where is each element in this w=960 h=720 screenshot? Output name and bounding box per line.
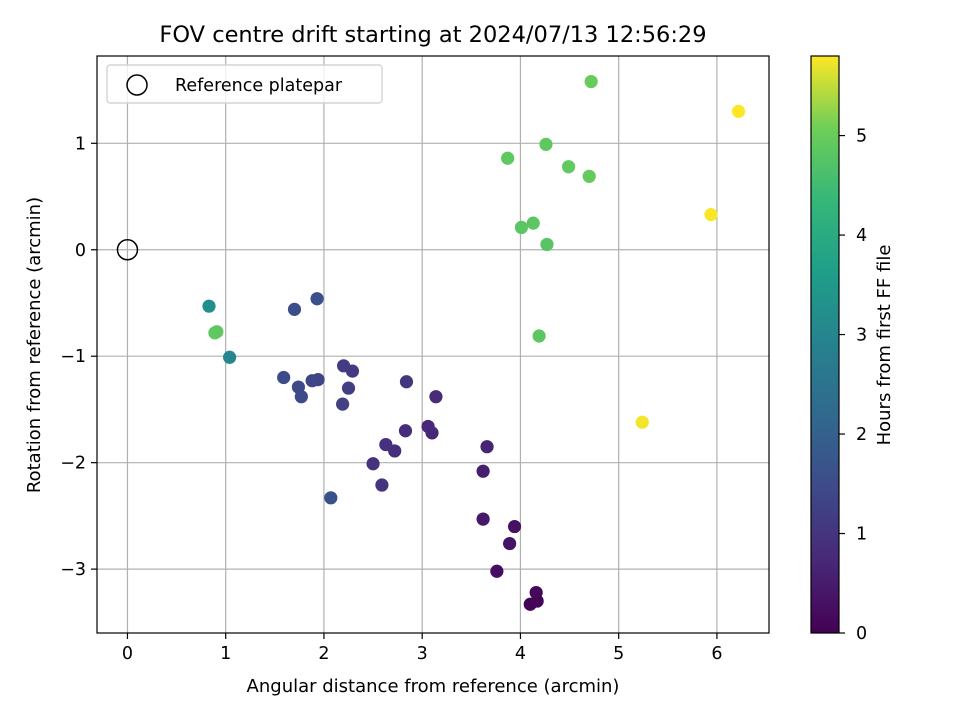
reference-platepar-marker <box>116 239 139 261</box>
y-tick-label: 1 <box>75 134 86 154</box>
data-point <box>336 359 351 373</box>
data-point <box>202 299 216 313</box>
colorbar-tick-label: 4 <box>856 226 867 246</box>
colorbar: 0 1 2 3 4 5 Hours from first FF file <box>810 55 895 644</box>
legend: Reference platepar <box>106 64 383 104</box>
data-point <box>399 375 414 389</box>
points <box>202 74 746 611</box>
data-point <box>208 326 222 340</box>
colorbar-tick-label: 0 <box>856 624 867 644</box>
data-point <box>584 74 598 89</box>
y-ticks: −3 −2 −1 0 1 <box>60 134 97 580</box>
colorbar-tick-label: 5 <box>856 127 867 147</box>
data-point <box>366 457 380 471</box>
data-point <box>336 397 350 411</box>
y-axis-label: Rotation from reference (arcmin) <box>24 197 45 493</box>
data-point <box>731 104 746 118</box>
x-axis-label: Angular distance from reference (arcmin) <box>247 676 620 697</box>
y-tick-label: 0 <box>75 241 86 261</box>
data-point <box>582 169 596 183</box>
colorbar-label: Hours from first FF file <box>874 245 895 446</box>
data-point <box>310 292 324 306</box>
data-point <box>501 151 515 165</box>
data-point <box>490 564 504 578</box>
data-point <box>635 415 649 429</box>
data-point <box>480 440 494 454</box>
grid <box>97 56 769 633</box>
data-point <box>539 137 553 151</box>
data-point <box>532 329 546 343</box>
data-point <box>305 374 319 388</box>
data-point <box>526 216 540 230</box>
legend-box <box>106 64 383 104</box>
data-point <box>287 302 302 316</box>
data-point <box>476 512 490 526</box>
data-point <box>375 478 389 492</box>
data-point <box>561 160 576 174</box>
y-tick-label: −2 <box>60 454 86 474</box>
data-point <box>379 437 393 452</box>
data-point <box>324 491 338 505</box>
data-point <box>398 424 413 438</box>
legend-label: Reference platepar <box>175 76 343 96</box>
x-ticks: 0 1 2 3 4 5 6 <box>122 633 723 664</box>
reference-marker-group <box>116 239 139 261</box>
data-point <box>294 390 308 404</box>
x-tick-label: 1 <box>220 644 231 664</box>
data-point <box>223 350 237 364</box>
colorbar-gradient <box>810 55 840 634</box>
colorbar-tick-label: 3 <box>856 326 867 346</box>
data-point <box>540 237 554 252</box>
data-point <box>277 370 291 385</box>
data-point <box>429 390 443 404</box>
y-tick-label: −1 <box>60 347 86 367</box>
data-point <box>476 464 490 478</box>
data-point <box>503 536 517 551</box>
y-tick-label: −3 <box>60 560 86 580</box>
legend-marker-icon <box>126 74 148 96</box>
data-point <box>529 585 543 600</box>
data-point <box>421 419 435 434</box>
chart-title: FOV centre drift starting at 2024/07/13 … <box>159 22 706 48</box>
colorbar-tick-label: 1 <box>856 525 867 545</box>
x-tick-label: 6 <box>711 644 722 664</box>
data-point <box>341 381 356 395</box>
x-tick-label: 4 <box>515 644 526 664</box>
x-tick-label: 5 <box>613 644 624 664</box>
x-tick-label: 2 <box>318 644 329 664</box>
colorbar-tick-label: 2 <box>856 425 867 445</box>
data-point <box>514 220 529 234</box>
data-point <box>507 519 522 534</box>
data-point <box>704 208 718 222</box>
x-tick-label: 0 <box>122 644 133 664</box>
plot-frame <box>96 55 770 634</box>
colorbar-ticks: 0 1 2 3 4 5 <box>839 127 867 644</box>
x-tick-label: 3 <box>417 644 428 664</box>
